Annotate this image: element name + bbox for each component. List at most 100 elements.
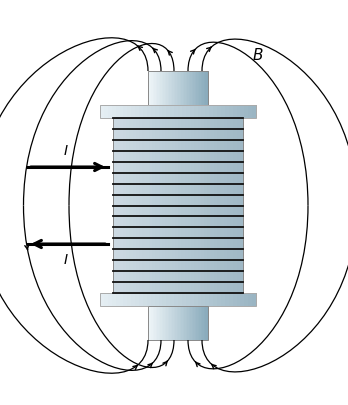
Bar: [175, 118, 179, 293]
Bar: [135, 293, 140, 306]
Bar: [165, 71, 166, 105]
Bar: [176, 306, 179, 340]
Bar: [193, 105, 198, 118]
Bar: [240, 293, 245, 306]
Bar: [174, 105, 179, 118]
Bar: [172, 118, 175, 293]
Bar: [155, 105, 159, 118]
Bar: [178, 118, 182, 293]
Bar: [182, 71, 184, 105]
Bar: [166, 105, 171, 118]
Bar: [123, 118, 127, 293]
Bar: [163, 306, 165, 340]
Bar: [167, 71, 169, 105]
Bar: [178, 306, 180, 340]
Bar: [166, 293, 171, 306]
Bar: [151, 71, 153, 105]
Bar: [198, 306, 199, 340]
Bar: [185, 71, 188, 105]
Bar: [181, 306, 183, 340]
Bar: [165, 118, 169, 293]
Bar: [119, 118, 123, 293]
Bar: [198, 118, 201, 293]
Bar: [206, 306, 208, 340]
Bar: [104, 293, 108, 306]
Text: I: I: [64, 144, 68, 158]
Bar: [201, 105, 206, 118]
Bar: [113, 118, 243, 293]
Bar: [232, 293, 237, 306]
Bar: [148, 306, 208, 340]
Bar: [148, 71, 150, 105]
Bar: [233, 118, 237, 293]
Bar: [151, 306, 153, 340]
Bar: [163, 105, 167, 118]
Bar: [188, 118, 191, 293]
Bar: [176, 71, 179, 105]
Bar: [252, 293, 256, 306]
Bar: [154, 71, 156, 105]
Bar: [185, 306, 188, 340]
Bar: [158, 71, 160, 105]
Bar: [119, 105, 124, 118]
Bar: [150, 71, 151, 105]
Bar: [135, 105, 140, 118]
Bar: [147, 293, 151, 306]
Bar: [190, 306, 192, 340]
Bar: [190, 293, 194, 306]
Bar: [172, 71, 174, 105]
Bar: [187, 71, 189, 105]
Bar: [161, 306, 164, 340]
Bar: [182, 293, 186, 306]
Bar: [205, 293, 210, 306]
Bar: [198, 293, 202, 306]
Text: I: I: [64, 253, 68, 267]
Bar: [211, 118, 214, 293]
Bar: [184, 306, 186, 340]
Bar: [112, 105, 116, 118]
Bar: [206, 71, 208, 105]
Bar: [129, 118, 133, 293]
Bar: [193, 293, 198, 306]
Bar: [252, 105, 256, 118]
Bar: [149, 118, 152, 293]
Bar: [147, 105, 151, 118]
Bar: [148, 71, 208, 105]
Bar: [189, 71, 190, 105]
Bar: [171, 306, 173, 340]
Bar: [191, 118, 195, 293]
Bar: [133, 118, 136, 293]
Bar: [116, 118, 120, 293]
Bar: [152, 306, 155, 340]
Bar: [161, 71, 164, 105]
Bar: [169, 306, 171, 340]
Bar: [158, 118, 162, 293]
Bar: [151, 105, 155, 118]
Bar: [158, 306, 160, 340]
Bar: [186, 105, 190, 118]
Bar: [158, 293, 163, 306]
Bar: [220, 118, 224, 293]
Bar: [180, 306, 182, 340]
Bar: [227, 118, 230, 293]
Bar: [191, 71, 193, 105]
Bar: [190, 71, 192, 105]
Bar: [178, 105, 182, 118]
Bar: [175, 71, 177, 105]
Bar: [178, 71, 180, 105]
Bar: [100, 105, 104, 118]
Text: B: B: [253, 47, 263, 62]
Bar: [190, 105, 194, 118]
Bar: [205, 71, 207, 105]
Bar: [152, 71, 155, 105]
Bar: [175, 306, 177, 340]
Bar: [213, 105, 218, 118]
Bar: [169, 71, 171, 105]
Bar: [171, 71, 173, 105]
Bar: [201, 293, 206, 306]
Bar: [202, 306, 204, 340]
Bar: [200, 306, 203, 340]
Bar: [248, 105, 253, 118]
Bar: [184, 71, 186, 105]
Bar: [237, 118, 240, 293]
